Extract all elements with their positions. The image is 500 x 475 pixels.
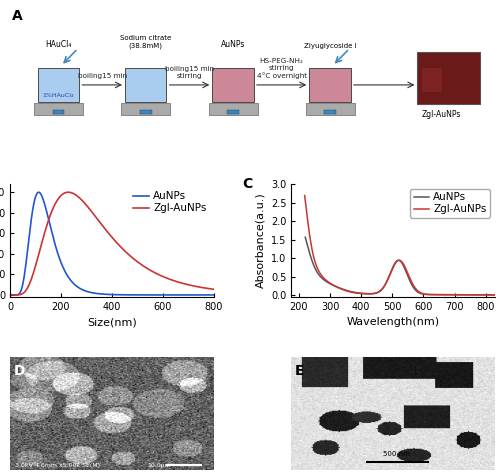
FancyBboxPatch shape — [125, 67, 166, 102]
ZgI-AuNPs — [86, 205, 91, 210]
ZgI-AuNPs — [378, 287, 384, 293]
AuNPs — [8, 292, 14, 298]
AuNPs — [207, 292, 213, 298]
Line: AuNPs: AuNPs — [10, 192, 214, 295]
ZgI-AuNPs — [328, 281, 334, 286]
Text: boiling15 min
stirring: boiling15 min stirring — [165, 66, 214, 79]
AuNPs — [316, 272, 322, 277]
ZgI-AuNPs — [30, 270, 36, 275]
FancyBboxPatch shape — [228, 110, 239, 114]
Text: C: C — [242, 177, 252, 191]
Text: D: D — [14, 364, 25, 378]
AuNPs — [42, 205, 48, 210]
ZgI-AuNPs — [488, 292, 494, 298]
AuNPs — [30, 203, 36, 209]
Text: HS-PEG-NH₂
stirring
4°C overnight: HS-PEG-NH₂ stirring 4°C overnight — [256, 58, 306, 79]
FancyBboxPatch shape — [418, 52, 480, 104]
Text: E: E — [294, 364, 304, 378]
AuNPs — [488, 292, 494, 298]
FancyBboxPatch shape — [34, 103, 83, 115]
Text: boiling15 min: boiling15 min — [78, 73, 126, 79]
FancyBboxPatch shape — [208, 103, 258, 115]
AuNPs — [492, 292, 498, 298]
AuNPs — [328, 281, 334, 287]
Text: 3.0kV 4.6mm x5.00k SE(M): 3.0kV 4.6mm x5.00k SE(M) — [15, 463, 100, 467]
FancyBboxPatch shape — [122, 103, 170, 115]
FancyBboxPatch shape — [310, 67, 350, 102]
FancyBboxPatch shape — [140, 110, 151, 114]
X-axis label: Wavelength(nm): Wavelength(nm) — [346, 317, 440, 327]
FancyBboxPatch shape — [38, 67, 79, 102]
Text: A: A — [12, 10, 23, 23]
Line: ZgI-AuNPs: ZgI-AuNPs — [304, 196, 495, 295]
AuNPs — [466, 292, 472, 298]
Text: 500 nm: 500 nm — [383, 451, 410, 457]
Text: HAuCl₄: HAuCl₄ — [46, 39, 72, 48]
AuNPs — [94, 291, 100, 296]
AuNPs — [378, 288, 384, 294]
AuNPs — [185, 292, 191, 298]
Legend: AuNPs, ZgI-AuNPs: AuNPs, ZgI-AuNPs — [410, 189, 490, 218]
ZgI-AuNPs — [211, 286, 217, 292]
Y-axis label: Absorbance(a.u.): Absorbance(a.u.) — [256, 193, 266, 288]
Line: ZgI-AuNPs: ZgI-AuNPs — [10, 192, 214, 295]
Line: AuNPs: AuNPs — [305, 237, 495, 295]
ZgI-AuNPs — [42, 227, 48, 232]
ZgI-AuNPs — [94, 216, 100, 222]
Text: AuNPs: AuNPs — [221, 39, 246, 48]
ZgI-AuNPs — [492, 292, 498, 298]
Legend: AuNPs, ZgI-AuNPs: AuNPs, ZgI-AuNPs — [131, 189, 208, 216]
FancyBboxPatch shape — [52, 110, 64, 114]
Text: ZgI-AuNPs: ZgI-AuNPs — [422, 110, 462, 119]
FancyBboxPatch shape — [306, 103, 354, 115]
ZgI-AuNPs — [185, 282, 191, 287]
AuNPs — [369, 291, 375, 296]
X-axis label: Size(nm): Size(nm) — [87, 317, 137, 327]
Text: 1%HAuCl₄: 1%HAuCl₄ — [43, 93, 74, 98]
AuNPs — [36, 190, 42, 195]
ZgI-AuNPs — [316, 268, 322, 274]
AuNPs — [86, 289, 91, 294]
FancyBboxPatch shape — [422, 67, 442, 92]
FancyBboxPatch shape — [324, 110, 336, 114]
ZgI-AuNPs — [369, 291, 375, 296]
ZgI-AuNPs — [66, 190, 71, 195]
Text: 10.0μm: 10.0μm — [147, 463, 171, 467]
Text: Ziyuglycoside I: Ziyuglycoside I — [304, 42, 356, 48]
Text: Sodium citrate
(38.8mM): Sodium citrate (38.8mM) — [120, 35, 172, 48]
FancyBboxPatch shape — [212, 67, 254, 102]
AuNPs — [211, 292, 217, 298]
ZgI-AuNPs — [8, 292, 14, 298]
ZgI-AuNPs — [466, 292, 472, 298]
ZgI-AuNPs — [207, 286, 213, 292]
